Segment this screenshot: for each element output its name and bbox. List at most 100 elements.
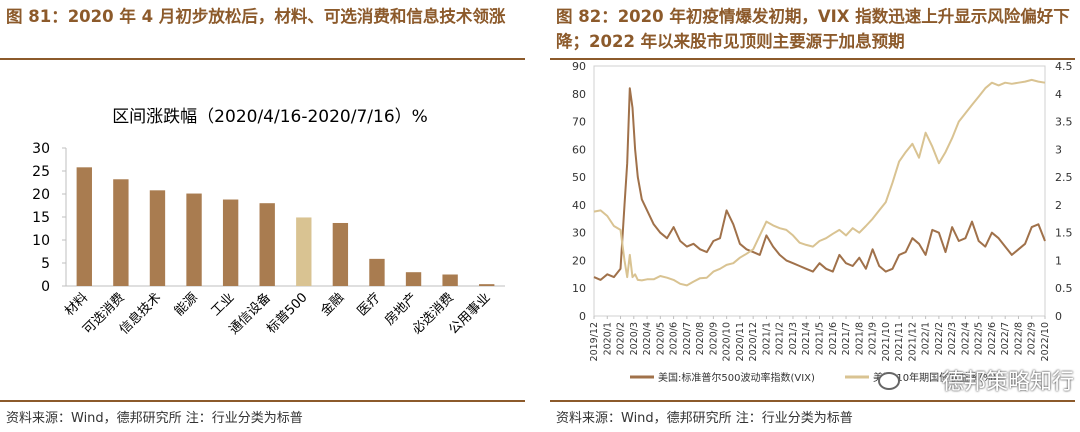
- line-x-tick-label: 2020/10: [722, 322, 733, 361]
- line-chart-axes: 0 10 20 30 40 50 60 70 80 90 0 0.5 1 1.5 2 2.5 3 3.5 4 4.5 2…: [572, 60, 1073, 361]
- bar-chart: 区间涨跌幅（2020/4/16-2020/7/16）% 0 5 10 15 20 25 30…: [32, 107, 505, 338]
- line-x-tick-label: 2022/9: [1027, 322, 1038, 355]
- line-y-right-tick-label: 0: [1055, 310, 1062, 323]
- line-x-tick-label: 2021/2: [775, 322, 786, 355]
- line-x-tick-label: 2021/10: [881, 322, 892, 361]
- line-x-tick-label: 2021/9: [868, 322, 879, 355]
- line-y-left-tick-label: 0: [579, 310, 586, 323]
- left-figure-title: 图 81：2020 年 4 月初步放松后，材料、可选消费和信息技术领涨: [6, 7, 506, 26]
- line-x-tick-label: 2022/10: [1040, 322, 1051, 361]
- line-x-tick-label: 2021/8: [854, 322, 865, 355]
- line-x-tick-label: 2022/4: [960, 322, 971, 355]
- line-x-tick-label: 2020/12: [748, 322, 759, 361]
- bar: [113, 179, 129, 286]
- bar-x-tick-label: 金融: [317, 290, 347, 320]
- left-source-note: 资料来源：Wind，德邦研究所 注：行业分类为标普: [6, 411, 303, 426]
- bar: [405, 272, 422, 286]
- bar: [259, 203, 275, 286]
- bar-y-tick-label: 0: [41, 279, 50, 295]
- line-y-right-tick-label: 3.5: [1055, 116, 1073, 129]
- right-bottom-rule: [550, 400, 1075, 402]
- bar: [332, 222, 349, 286]
- right-source-note: 资料来源：Wind，德邦研究所 注：行业分类为标普: [556, 411, 853, 426]
- bar-x-tick-label: 医疗: [355, 290, 384, 319]
- line-y-left-tick-label: 70: [572, 116, 586, 129]
- line-x-tick-label: 2020/7: [682, 322, 693, 355]
- left-bottom-rule: [0, 400, 525, 402]
- line-x-tick-label: 2020/9: [708, 322, 719, 355]
- line-x-tick-label: 2021/7: [841, 322, 852, 355]
- line-y-left-tick-label: 20: [572, 254, 586, 267]
- line-chart-legend: 美国:标准普尔500波动率指数(VIX) 美国:10年期国债收益率(%): [630, 371, 996, 384]
- line-x-tick-label: 2021/12: [907, 322, 918, 361]
- line-x-tick-label: 2021/6: [828, 322, 839, 355]
- line-x-tick-label: 2022/7: [1000, 322, 1011, 355]
- bar-chart-title: 区间涨跌幅（2020/4/16-2020/7/16）%: [112, 107, 428, 127]
- series-line: [593, 87, 1046, 281]
- line-x-tick-label: 2022/5: [974, 322, 985, 355]
- wechat-logo-icon: [878, 372, 900, 390]
- line-x-tick-label: 2021/11: [894, 322, 905, 361]
- line-y-left-tick-label: 30: [572, 227, 586, 240]
- line-x-tick-label: 2020/11: [735, 322, 746, 361]
- line-x-tick-label: 2022/1: [921, 322, 932, 355]
- bar-y-tick-label: 10: [32, 233, 50, 249]
- line-x-tick-label: 2020/6: [669, 322, 680, 355]
- line-x-tick-label: 2020/5: [655, 322, 666, 355]
- line-y-left-tick-label: 10: [572, 282, 586, 295]
- line-x-tick-label: 2020/3: [629, 322, 640, 355]
- line-x-tick-label: 2020/8: [695, 322, 706, 355]
- bar: [296, 217, 312, 286]
- bar-y-tick-label: 25: [32, 164, 50, 180]
- bar: [369, 258, 385, 286]
- bar: [442, 274, 458, 286]
- legend-label: 美国:标准普尔500波动率指数(VIX): [658, 371, 815, 384]
- line-plot-frame: [593, 65, 1046, 317]
- bar-x-tick-label: 能源: [172, 290, 201, 319]
- line-y-right-tick-label: 3: [1055, 143, 1062, 156]
- watermark-text: 德邦策略知行: [941, 370, 1074, 395]
- legend-label: 美国:10年期国债收益率(%): [873, 371, 996, 384]
- line-y-left-tick-label: 90: [572, 60, 586, 73]
- bar-x-tick-label: 标普500: [264, 290, 311, 337]
- line-y-right-tick-label: 1: [1055, 254, 1062, 267]
- line-y-left-tick-label: 60: [572, 143, 586, 156]
- line-x-tick-label: 2020/2: [616, 322, 627, 355]
- line-x-tick-label: 2019/12: [589, 322, 600, 361]
- bar-y-tick-label: 30: [32, 141, 50, 157]
- line-y-left-tick-label: 40: [572, 199, 586, 212]
- line-y-right-tick-label: 1.5: [1055, 227, 1073, 240]
- line-chart: 0 10 20 30 40 50 60 70 80 90 0 0.5 1 1.5 2 2.5 3 3.5 4 4.5 2…: [572, 60, 1073, 384]
- line-x-tick-label: 2021/1: [761, 322, 772, 355]
- line-y-right-tick-label: 4.5: [1055, 60, 1073, 73]
- line-x-tick-label: 2022/3: [947, 322, 958, 355]
- line-chart-series: [593, 78, 1046, 287]
- line-y-right-tick-label: 0.5: [1055, 282, 1073, 295]
- line-x-tick-label: 2021/5: [815, 322, 826, 355]
- bar-x-tick-label: 工业: [208, 290, 237, 319]
- line-x-tick-label: 2020/4: [642, 322, 653, 355]
- line-y-right-tick-label: 4: [1055, 88, 1062, 101]
- right-figure-panel: 图 82：2020 年初疫情爆发初期，VIX 指数迅速上升显示风险偏好下降；20…: [550, 0, 1080, 432]
- line-x-tick-label: 2021/4: [801, 322, 812, 355]
- left-top-rule: [0, 58, 525, 60]
- line-y-left-tick-label: 80: [572, 88, 586, 101]
- bar-x-tick-label: 材料: [62, 290, 91, 319]
- line-y-right-tick-label: 2.5: [1055, 171, 1073, 184]
- line-x-tick-label: 2021/3: [788, 322, 799, 355]
- line-x-tick-label: 2022/2: [934, 322, 945, 355]
- left-figure-panel: 图 81：2020 年 4 月初步放松后，材料、可选消费和信息技术领涨 区间涨跌…: [0, 0, 530, 432]
- bar: [149, 190, 166, 286]
- bar-y-tick-label: 15: [32, 210, 50, 226]
- bar: [76, 167, 92, 286]
- line-y-left-tick-label: 50: [572, 171, 586, 184]
- right-figure-title: 图 82：2020 年初疫情爆发初期，VIX 指数迅速上升显示风险偏好下降；20…: [556, 7, 1070, 51]
- bar: [186, 193, 202, 286]
- line-x-tick-label: 2022/8: [1013, 322, 1024, 355]
- bar: [479, 284, 495, 286]
- right-top-rule: [550, 58, 1075, 60]
- bar-y-tick-label: 5: [41, 256, 50, 272]
- line-y-right-tick-label: 2: [1055, 199, 1062, 212]
- line-x-tick-label: 2022/6: [987, 322, 998, 355]
- series-line: [593, 78, 1046, 287]
